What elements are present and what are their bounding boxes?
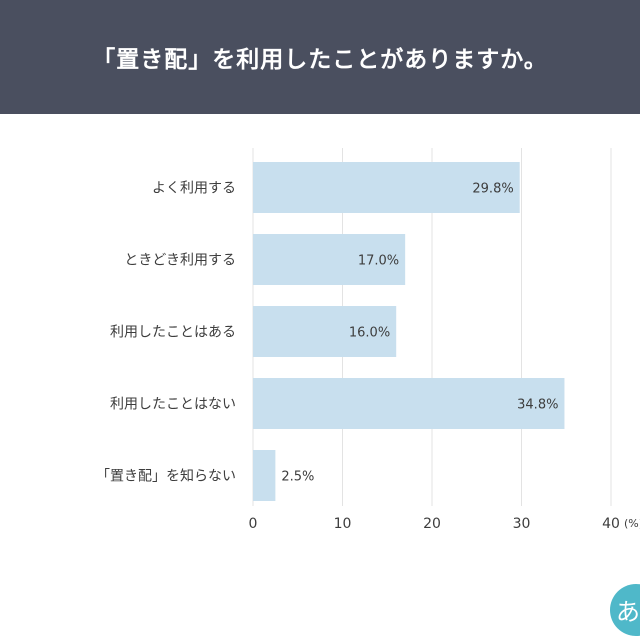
data-label: 2.5% <box>281 470 314 485</box>
tick-label: 20 <box>423 516 441 532</box>
logo-circle <box>610 584 640 636</box>
data-label: 16.0% <box>349 326 390 341</box>
brand-logo: あ <box>602 580 640 640</box>
data-label: 17.0% <box>358 254 399 269</box>
bar <box>253 162 520 213</box>
axis-unit-label: (%) <box>624 517 640 530</box>
bar <box>253 378 565 429</box>
bar <box>253 306 397 357</box>
tick-label: 30 <box>513 516 531 532</box>
bar-chart: よく利用する 29.8% ときどき利用する 17.0% 利用したことはある 16.0% 利用… <box>96 148 640 532</box>
category-label: 利用したことはある <box>110 325 236 341</box>
category-label: よく利用する <box>152 181 236 197</box>
bar <box>253 450 276 501</box>
data-label: 29.8% <box>472 182 513 197</box>
tick-label: 0 <box>249 516 258 532</box>
tick-label: 40 <box>602 516 620 532</box>
logo-mark: あ <box>616 598 640 626</box>
chart-title: 「置き配」を利用したことがありますか。 <box>92 47 548 73</box>
category-label: 利用したことはない <box>110 397 236 413</box>
header-banner: 「置き配」を利用したことがありますか。 <box>0 0 640 114</box>
bar <box>253 234 406 285</box>
tick-label: 10 <box>334 516 352 532</box>
category-label: 「置き配」を知らない <box>96 468 236 485</box>
category-label: ときどき利用する <box>124 253 236 269</box>
data-label: 34.8% <box>517 398 558 413</box>
